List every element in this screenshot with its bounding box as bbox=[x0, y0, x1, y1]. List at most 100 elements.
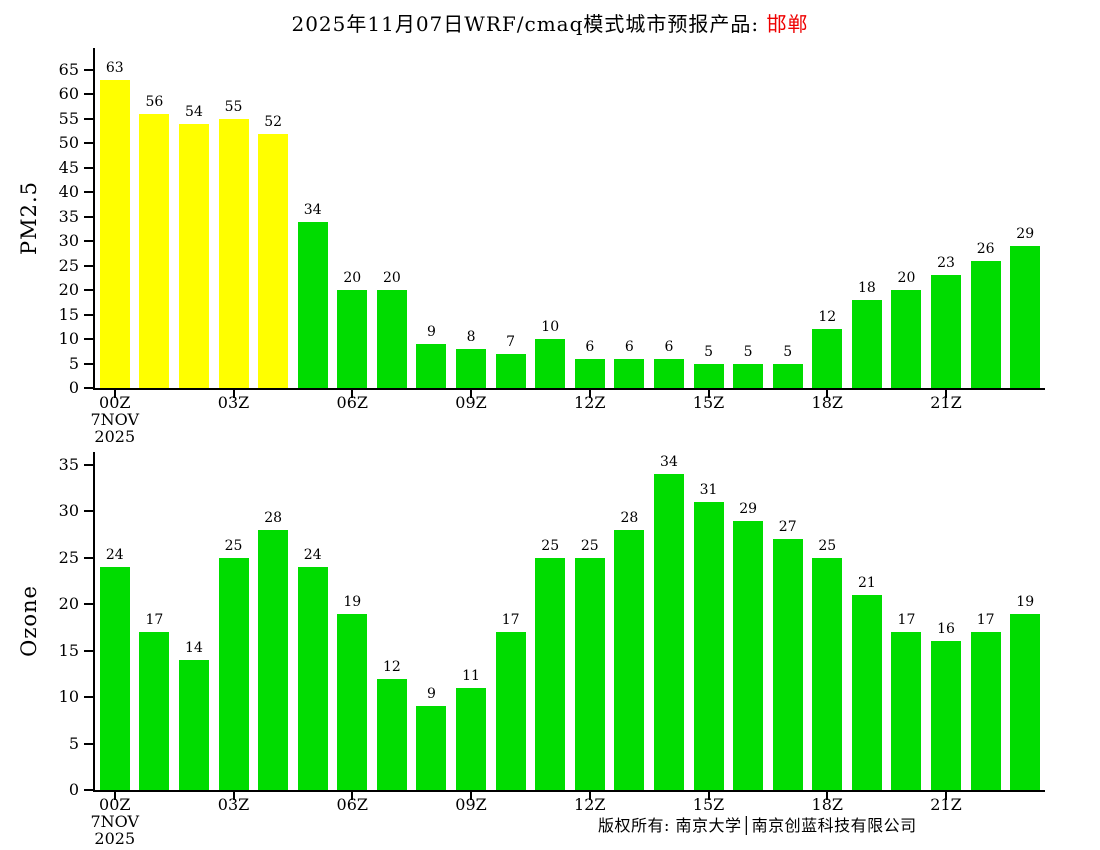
y-tick-mark bbox=[84, 464, 93, 466]
y-tick-label: 0 bbox=[68, 780, 79, 799]
bar-value-label: 12 bbox=[818, 309, 837, 326]
bar bbox=[812, 557, 843, 790]
x-axis-date-line: 2025 bbox=[94, 829, 136, 848]
x-tick-mark bbox=[945, 390, 948, 398]
bar-value-label: 26 bbox=[976, 240, 995, 257]
y-tick-mark bbox=[84, 240, 93, 243]
bar-value-label: 52 bbox=[264, 113, 283, 130]
bar-value-label: 17 bbox=[501, 612, 520, 629]
y-tick-label: 50 bbox=[58, 133, 79, 153]
y-tick-mark bbox=[84, 510, 93, 513]
bar-value-label: 5 bbox=[743, 343, 753, 360]
y-tick-mark bbox=[84, 289, 93, 292]
x-tick-mark bbox=[826, 792, 829, 800]
bar-value-label: 20 bbox=[382, 270, 401, 287]
x-tick-label: 09Z bbox=[455, 795, 487, 814]
bar bbox=[416, 343, 447, 388]
bar-value-label: 24 bbox=[303, 547, 322, 564]
y-tick-mark bbox=[84, 69, 93, 71]
bar bbox=[376, 678, 407, 790]
bar bbox=[337, 290, 368, 388]
x-tick-mark bbox=[470, 390, 473, 398]
bar-value-label: 34 bbox=[660, 454, 678, 471]
bar bbox=[218, 557, 249, 790]
y-tick-mark bbox=[84, 191, 93, 194]
x-tick-mark bbox=[826, 390, 829, 398]
bar bbox=[693, 502, 724, 790]
x-tick-label: 06Z bbox=[336, 795, 369, 814]
bar bbox=[891, 290, 922, 388]
y-tick-label: 10 bbox=[58, 329, 79, 349]
x-axis-line bbox=[93, 388, 1045, 390]
page-title: 2025年11月07日WRF/cmaq模式城市预报产品: 邯郸 bbox=[0, 8, 1100, 37]
x-tick-label: 03Z bbox=[217, 393, 250, 412]
bar bbox=[416, 706, 447, 790]
bar bbox=[535, 557, 566, 790]
y-tick-label: 35 bbox=[58, 455, 79, 474]
bar-value-label: 31 bbox=[699, 482, 718, 499]
y-axis-title-text: Ozone bbox=[16, 585, 41, 657]
y-tick-mark bbox=[84, 215, 93, 218]
y-tick-mark bbox=[84, 789, 93, 791]
x-tick-label: 21Z bbox=[930, 795, 962, 814]
bar-value-label: 17 bbox=[145, 612, 164, 629]
bar-value-label: 20 bbox=[343, 270, 362, 287]
bar-value-label: 17 bbox=[897, 612, 916, 629]
bar-value-label: 12 bbox=[382, 658, 401, 675]
bar bbox=[614, 530, 645, 790]
bar bbox=[851, 595, 882, 790]
bar-value-label: 20 bbox=[897, 270, 916, 287]
y-tick-label: 15 bbox=[58, 640, 79, 660]
bar-value-label: 25 bbox=[580, 537, 599, 554]
bar bbox=[258, 530, 289, 790]
x-tick-mark bbox=[945, 792, 948, 800]
bar bbox=[495, 353, 526, 388]
bar-value-label: 54 bbox=[185, 103, 203, 120]
bar-value-label: 10 bbox=[541, 319, 560, 336]
y-tick-label: 30 bbox=[58, 501, 79, 521]
bar bbox=[99, 567, 130, 790]
y-tick-mark bbox=[84, 142, 93, 145]
y-tick-label: 60 bbox=[58, 84, 79, 104]
x-tick-label: 03Z bbox=[217, 795, 250, 814]
x-tick-mark bbox=[113, 792, 116, 800]
bar bbox=[931, 641, 962, 790]
bar-value-label: 5 bbox=[704, 343, 713, 360]
x-tick-mark bbox=[232, 390, 235, 398]
bar bbox=[376, 290, 407, 388]
bar-value-label: 29 bbox=[1016, 226, 1035, 243]
bar bbox=[931, 275, 962, 388]
bar-value-label: 29 bbox=[739, 500, 758, 517]
y-tick-mark bbox=[84, 742, 93, 745]
bar bbox=[99, 79, 130, 388]
bar bbox=[653, 358, 684, 388]
y-tick-mark bbox=[84, 338, 93, 341]
y-tick-mark bbox=[84, 313, 93, 316]
x-tick-mark bbox=[588, 792, 591, 800]
y-tick-label: 30 bbox=[58, 231, 79, 251]
bar-value-label: 9 bbox=[426, 323, 436, 340]
x-tick-label: 18Z bbox=[811, 795, 844, 814]
bar-value-label: 63 bbox=[105, 59, 124, 76]
y-tick-mark bbox=[84, 117, 93, 120]
bar-value-label: 17 bbox=[976, 612, 995, 629]
x-tick-label: 12Z bbox=[574, 795, 606, 814]
bar bbox=[218, 118, 249, 388]
y-tick-mark bbox=[84, 264, 93, 267]
title-main: 2025年11月07日WRF/cmaq模式城市预报产品: bbox=[291, 12, 767, 36]
bar bbox=[574, 557, 605, 790]
y-tick-mark bbox=[84, 93, 93, 96]
y-tick-label: 5 bbox=[68, 733, 79, 753]
y-tick-label: 20 bbox=[58, 280, 79, 300]
bar-value-label: 7 bbox=[506, 333, 516, 350]
y-tick-mark bbox=[84, 166, 93, 169]
x-tick-label: 21Z bbox=[930, 393, 962, 412]
bar-value-label: 55 bbox=[224, 98, 243, 115]
bar-value-label: 25 bbox=[818, 537, 837, 554]
y-axis-line bbox=[93, 452, 95, 792]
x-tick-mark bbox=[707, 792, 710, 800]
x-tick-label: 15Z bbox=[692, 795, 725, 814]
bar bbox=[891, 632, 922, 790]
x-tick-label: 00Z bbox=[99, 795, 131, 814]
